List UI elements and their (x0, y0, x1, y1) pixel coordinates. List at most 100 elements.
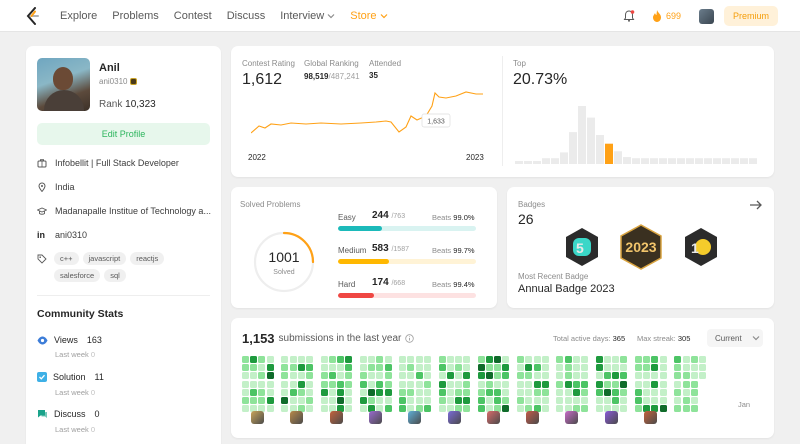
heatmap-cell[interactable] (603, 356, 611, 363)
heatmap-cell[interactable] (698, 356, 706, 363)
heatmap-cell[interactable] (643, 372, 651, 380)
heatmap-cell[interactable] (635, 356, 642, 363)
heatmap-cell[interactable] (438, 405, 446, 413)
heatmap-cell[interactable] (486, 372, 493, 380)
heatmap-cell[interactable] (494, 397, 502, 404)
heatmap-cell[interactable] (682, 380, 690, 388)
heatmap-cell[interactable] (572, 356, 580, 363)
heatmap-cell[interactable] (281, 372, 289, 380)
heatmap-cell[interactable] (407, 405, 415, 413)
heatmap-cell[interactable] (415, 397, 423, 404)
heatmap-cell[interactable] (477, 356, 485, 363)
heatmap-cell[interactable] (525, 372, 533, 380)
heatmap-cell[interactable] (690, 356, 698, 363)
heatmap-cell[interactable] (603, 372, 611, 380)
heatmap-cell[interactable] (345, 380, 353, 388)
heatmap-cell[interactable] (541, 388, 549, 396)
heatmap-cell[interactable] (603, 364, 611, 372)
heatmap-cell[interactable] (384, 364, 392, 372)
user-avatar[interactable] (698, 8, 714, 24)
heatmap-cell[interactable] (384, 380, 392, 388)
heatmap-cell[interactable] (345, 364, 353, 372)
heatmap-cell[interactable] (564, 405, 572, 413)
heatmap-cell[interactable] (659, 388, 667, 396)
heatmap-cell[interactable] (463, 380, 471, 388)
heatmap-cell[interactable] (581, 405, 588, 413)
heatmap-cell[interactable] (612, 388, 620, 396)
heatmap-cell[interactable] (399, 397, 407, 404)
heatmap-cell[interactable] (541, 405, 549, 413)
heatmap-cell[interactable] (359, 380, 367, 388)
heatmap-cell[interactable] (438, 388, 446, 396)
heatmap-cell[interactable] (384, 405, 392, 413)
heatmap-cell[interactable] (651, 388, 659, 396)
heatmap-cell[interactable] (376, 388, 384, 396)
heatmap-cell[interactable] (407, 356, 415, 363)
heatmap-cell[interactable] (242, 397, 249, 404)
heatmap-cell[interactable] (297, 372, 305, 380)
heatmap-cell[interactable] (556, 397, 564, 404)
solved-progress-ring[interactable]: 1001 Solved (251, 229, 317, 295)
monthly-badge-icon[interactable] (486, 411, 500, 424)
heatmap-cell[interactable] (682, 388, 690, 396)
heatmap-cell[interactable] (250, 405, 258, 413)
heatmap-cell[interactable] (415, 388, 423, 396)
heatmap-cell[interactable] (612, 405, 620, 413)
heatmap-cell[interactable] (463, 388, 471, 396)
heatmap-cell[interactable] (297, 405, 305, 413)
heatmap-cell[interactable] (556, 364, 564, 372)
heatmap-cell[interactable] (659, 372, 667, 380)
heatmap-cell[interactable] (399, 405, 407, 413)
heatmap-cell[interactable] (242, 405, 249, 413)
nav-discuss[interactable]: Discuss (226, 9, 266, 22)
heatmap-cell[interactable] (502, 356, 510, 363)
heatmap-cell[interactable] (564, 364, 572, 372)
heatmap-cell[interactable] (289, 372, 297, 380)
heatmap-cell[interactable] (612, 380, 620, 388)
heatmap-cell[interactable] (643, 380, 651, 388)
year-select[interactable]: Current (707, 329, 763, 347)
heatmap-cell[interactable] (297, 388, 305, 396)
heatmap-cell[interactable] (407, 380, 415, 388)
heatmap-cell[interactable] (242, 372, 249, 380)
heatmap-cell[interactable] (281, 405, 289, 413)
heatmap-cell[interactable] (463, 397, 471, 404)
heatmap-cell[interactable] (242, 380, 249, 388)
heatmap-cell[interactable] (517, 405, 525, 413)
heatmap-cell[interactable] (463, 405, 471, 413)
heatmap-cell[interactable] (320, 364, 328, 372)
notification-bell-icon[interactable] (622, 9, 636, 23)
nav-contest[interactable]: Contest (173, 9, 212, 22)
heatmap-cell[interactable] (258, 405, 266, 413)
heatmap-cell[interactable] (266, 364, 274, 372)
nav-interview[interactable]: Interview (280, 10, 335, 22)
heatmap-cell[interactable] (494, 388, 502, 396)
skill-tag[interactable]: javascript (82, 252, 127, 265)
badge-50-icon[interactable]: 5 (564, 227, 600, 267)
heatmap-cell[interactable] (477, 372, 485, 380)
heatmap-cell[interactable] (376, 356, 384, 363)
heatmap-cell[interactable] (399, 380, 407, 388)
heatmap-cell[interactable] (454, 380, 462, 388)
heatmap-cell[interactable] (384, 388, 392, 396)
heatmap-cell[interactable] (690, 397, 698, 404)
heatmap-cell[interactable] (328, 388, 336, 396)
heatmap-cell[interactable] (494, 372, 502, 380)
heatmap-cell[interactable] (603, 397, 611, 404)
heatmap-cell[interactable] (399, 356, 407, 363)
heatmap-cell[interactable] (674, 364, 682, 372)
heatmap-cell[interactable] (581, 372, 588, 380)
heatmap-cell[interactable] (564, 380, 572, 388)
heatmap-cell[interactable] (297, 356, 305, 363)
heatmap-cell[interactable] (581, 397, 588, 404)
heatmap-cell[interactable] (533, 397, 541, 404)
heatmap-cell[interactable] (266, 356, 274, 363)
heatmap-cell[interactable] (556, 405, 564, 413)
heatmap-cell[interactable] (643, 356, 651, 363)
heatmap-cell[interactable] (682, 364, 690, 372)
heatmap-cell[interactable] (337, 372, 344, 380)
heatmap-cell[interactable] (556, 388, 564, 396)
heatmap-cell[interactable] (572, 364, 580, 372)
heatmap-cell[interactable] (305, 356, 313, 363)
heatmap-cell[interactable] (595, 388, 603, 396)
